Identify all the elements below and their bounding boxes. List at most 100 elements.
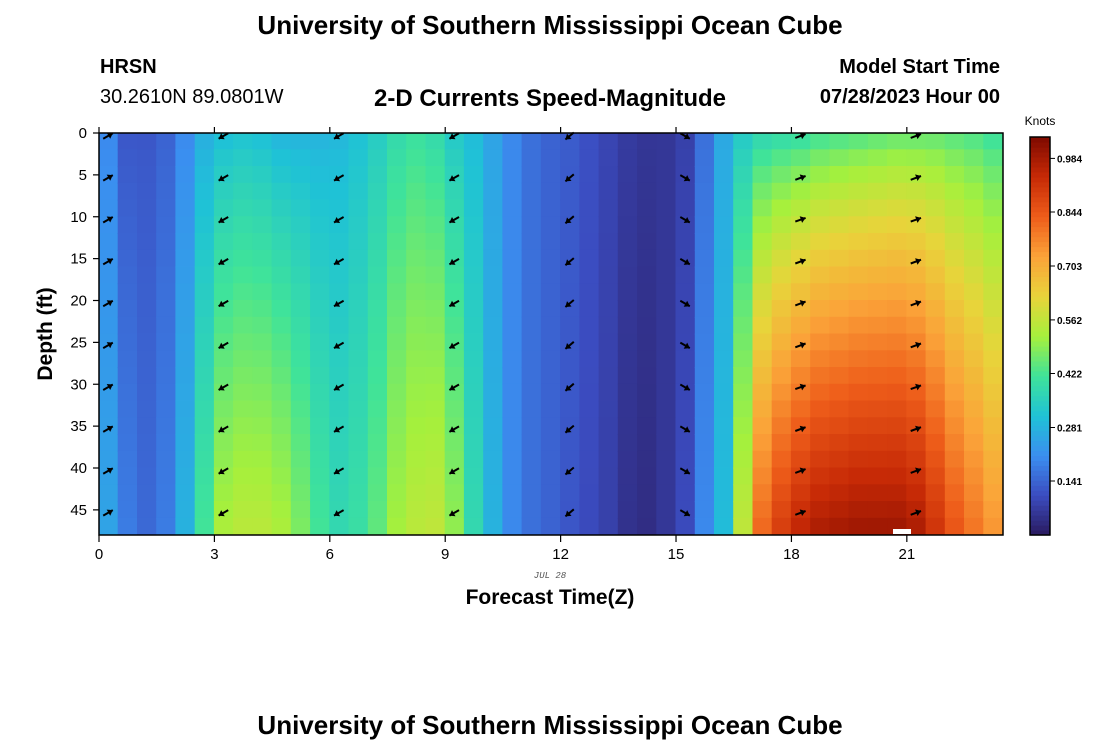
heatmap-cell bbox=[983, 182, 1003, 201]
colorbar-segment bbox=[1030, 370, 1050, 377]
heatmap-cell bbox=[271, 166, 292, 184]
heatmap-cell bbox=[137, 467, 158, 486]
current-arrow bbox=[910, 174, 922, 181]
heatmap-cell bbox=[637, 249, 658, 268]
heatmap-cell bbox=[387, 149, 408, 168]
heatmap-cell bbox=[521, 316, 542, 335]
arrow-head bbox=[334, 300, 341, 307]
colorbar-tick-label: 0.703 bbox=[1057, 262, 1082, 273]
heatmap-cell bbox=[964, 450, 985, 469]
heatmap-cell bbox=[329, 249, 350, 268]
colorbar-segment bbox=[1030, 336, 1050, 342]
heatmap-cell bbox=[675, 367, 696, 385]
heatmap-cell bbox=[944, 501, 965, 519]
y-tick-label: 30 bbox=[70, 376, 87, 393]
arrow-head bbox=[683, 510, 690, 517]
heatmap-cell bbox=[810, 216, 831, 235]
heatmap-cell bbox=[271, 316, 292, 335]
heatmap-cell bbox=[560, 517, 581, 535]
heatmap-cell bbox=[406, 216, 427, 235]
current-arrow bbox=[448, 299, 460, 308]
heatmap-cell bbox=[983, 283, 1003, 302]
heatmap-cell bbox=[752, 434, 773, 452]
heatmap-cell bbox=[137, 367, 158, 385]
heatmap-cell bbox=[425, 216, 446, 235]
heatmap-cell bbox=[637, 149, 658, 168]
heatmap-cell bbox=[175, 249, 196, 268]
heatmap-cell bbox=[637, 133, 658, 151]
heatmap-cell bbox=[579, 316, 600, 335]
heatmap-cell bbox=[560, 417, 581, 436]
arrow-head bbox=[799, 216, 806, 223]
heatmap-cell bbox=[521, 249, 542, 268]
colorbar-label: Knots bbox=[1025, 114, 1056, 128]
heatmap-cell bbox=[117, 316, 138, 335]
heatmap-cell bbox=[829, 266, 850, 285]
heatmap-cell bbox=[733, 266, 754, 285]
heatmap-cell bbox=[560, 149, 581, 168]
current-arrow bbox=[794, 509, 806, 516]
heatmap-cell bbox=[714, 467, 735, 486]
heatmap-cell bbox=[848, 316, 869, 335]
current-arrow bbox=[564, 382, 575, 392]
heatmap-cell bbox=[810, 133, 831, 151]
heatmap-cell bbox=[540, 166, 562, 184]
colorbar-tick-label: 0.844 bbox=[1057, 208, 1082, 219]
heatmap-cell bbox=[502, 133, 523, 151]
heatmap-cell bbox=[848, 383, 869, 402]
current-arrow bbox=[910, 216, 922, 223]
heatmap-cell bbox=[560, 233, 581, 251]
heatmap-cell bbox=[906, 233, 927, 251]
heatmap-cell bbox=[887, 166, 908, 184]
heatmap-cell bbox=[964, 266, 985, 285]
heatmap-cell bbox=[310, 316, 331, 335]
heatmap-cell bbox=[944, 417, 965, 436]
heatmap-cell bbox=[848, 249, 869, 268]
heatmap-cell bbox=[906, 350, 927, 369]
current-arrow bbox=[448, 132, 460, 140]
heatmap-cell bbox=[617, 166, 638, 184]
colorbar-segment bbox=[1030, 525, 1050, 531]
heatmap-cell bbox=[444, 367, 465, 385]
heatmap-cell bbox=[444, 199, 465, 218]
heatmap-cell bbox=[983, 316, 1003, 335]
heatmap-cell bbox=[964, 417, 985, 436]
current-arrow bbox=[910, 509, 922, 516]
heatmap-cell bbox=[406, 400, 427, 419]
heatmap-cell bbox=[502, 367, 523, 385]
heatmap-cell bbox=[329, 450, 350, 469]
heatmap-cell bbox=[714, 166, 735, 184]
x-tick-label: 21 bbox=[898, 546, 915, 563]
heatmap-cell bbox=[617, 484, 638, 503]
heatmap-cell bbox=[156, 316, 177, 335]
heatmap-cell bbox=[156, 249, 177, 268]
heatmap-cell bbox=[99, 266, 119, 285]
heatmap-cell bbox=[560, 166, 581, 184]
heatmap-cell bbox=[463, 450, 485, 469]
heatmap-cell bbox=[194, 300, 215, 318]
heatmap-cell bbox=[463, 133, 485, 151]
heatmap-cell bbox=[329, 133, 350, 151]
current-arrow bbox=[218, 509, 229, 517]
heatmap-cell bbox=[406, 283, 427, 302]
heatmap-cell bbox=[925, 467, 946, 486]
heatmap-cell bbox=[156, 233, 177, 251]
colorbar-segment bbox=[1030, 146, 1050, 153]
heatmap-cell bbox=[983, 333, 1003, 352]
heatmap-cell bbox=[252, 350, 273, 369]
heatmap-cell bbox=[540, 501, 562, 519]
heatmap-cell bbox=[848, 216, 869, 235]
heatmap-cell bbox=[694, 233, 715, 251]
x-tick-label: 6 bbox=[326, 546, 334, 563]
colorbar-segment bbox=[1030, 500, 1050, 506]
colorbar-segment bbox=[1030, 380, 1050, 387]
arrow-head bbox=[449, 217, 456, 223]
heatmap-cell bbox=[790, 266, 812, 285]
heatmap-cell bbox=[137, 283, 158, 302]
heatmap-cell bbox=[521, 266, 542, 285]
heatmap-cell bbox=[194, 233, 215, 251]
heatmap-cell bbox=[137, 182, 158, 201]
heatmap-cell bbox=[175, 199, 196, 218]
heatmap-cell bbox=[425, 517, 446, 535]
heatmap-cell bbox=[733, 484, 754, 503]
